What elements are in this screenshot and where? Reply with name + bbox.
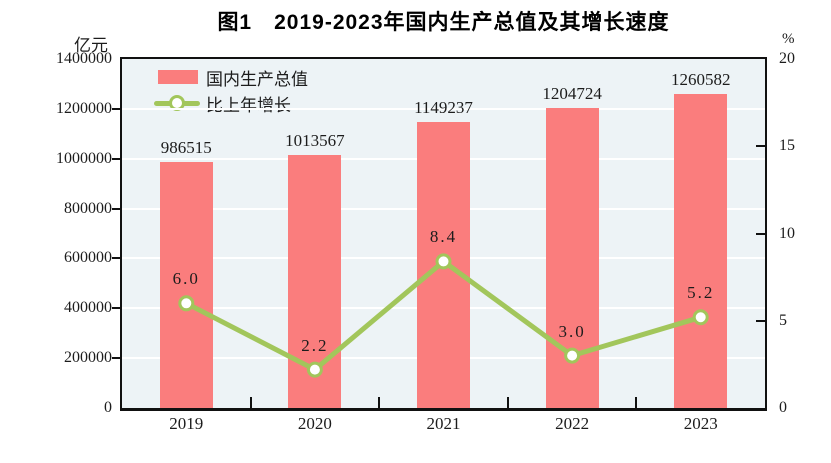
left-axis-tick-label: 800000 <box>64 199 112 217</box>
growth-line-chart <box>178 253 709 378</box>
gdp-bar <box>674 93 728 408</box>
right-axis-tick-label: 5 <box>779 311 787 329</box>
left-axis-tick <box>112 357 121 360</box>
left-axis-tick <box>112 107 121 110</box>
right-axis-tick-label: 15 <box>779 137 795 155</box>
growth-value-label: 3.0 <box>558 321 586 341</box>
chart-title: 图1 2019-2023年国内生产总值及其增长速度 <box>217 11 670 34</box>
right-axis-tick <box>756 319 765 322</box>
growth-value-label: 8.4 <box>429 227 458 247</box>
x-axis-tick <box>378 397 381 408</box>
left-axis-tick <box>112 207 121 210</box>
right-axis-tick <box>756 232 765 235</box>
growth-marker <box>178 295 195 312</box>
x-axis-label: 2019 <box>169 414 204 433</box>
gridline <box>122 107 765 110</box>
growth-line <box>183 258 704 373</box>
right-axis-tick <box>756 145 765 148</box>
growth-value-label: 6.0 <box>172 269 200 289</box>
left-axis-unit: 亿元 <box>74 36 108 55</box>
x-axis-tick <box>249 397 252 408</box>
x-axis-tick <box>635 397 638 408</box>
x-axis-label: 2023 <box>683 414 718 433</box>
left-axis-tick-label: 200000 <box>64 349 112 367</box>
left-axis-tick <box>112 157 121 160</box>
left-axis-tick-label: 600000 <box>64 249 112 267</box>
right-axis-unit: % <box>782 31 795 47</box>
right-axis-tick-label: 10 <box>779 224 795 242</box>
gdp-value-label: 986515 <box>160 138 212 158</box>
left-axis-tick-label: 1400000 <box>56 50 112 67</box>
right-axis-tick-label: 0 <box>779 399 787 416</box>
growth-marker <box>692 309 709 326</box>
x-axis-tick <box>506 397 509 408</box>
gdp-value-label: 1204724 <box>542 83 602 103</box>
gdp-value-label: 1149237 <box>414 97 473 117</box>
left-axis-tick-label: 0 <box>104 399 112 416</box>
left-axis-tick-label: 1000000 <box>56 149 112 167</box>
x-axis-label: 2020 <box>297 414 332 433</box>
left-axis-tick <box>112 257 121 260</box>
legend-label-gdp: 国内生产总值 <box>206 69 308 89</box>
left-axis-tick-label: 1200000 <box>56 99 112 117</box>
left-axis-tick-label: 400000 <box>64 299 112 317</box>
growth-value-label: 2.2 <box>301 335 329 355</box>
legend-item-gdp: 国内生产总值 <box>158 67 308 89</box>
gdp-bar <box>159 162 213 408</box>
right-axis-tick-label: 20 <box>779 50 795 67</box>
growth-marker <box>435 253 452 270</box>
growth-marker <box>564 347 581 364</box>
gdp-value-label: 1260582 <box>670 69 731 89</box>
x-axis-label: 2021 <box>426 414 461 433</box>
x-axis-label: 2022 <box>555 414 590 433</box>
growth-value-label: 5.2 <box>687 283 715 303</box>
growth-marker <box>306 361 323 378</box>
left-axis-tick <box>112 307 121 310</box>
plot-area: 国内生产总值 比上年增长 986515 1013567 1149237 1204724… <box>120 57 767 411</box>
gdp-bar-swatch <box>158 70 198 84</box>
gdp-value-label: 1013567 <box>285 131 345 151</box>
